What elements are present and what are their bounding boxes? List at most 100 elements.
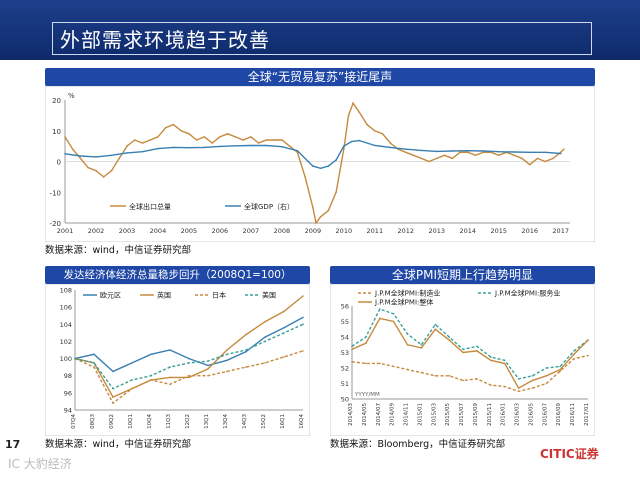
chart1-data-point [296, 149, 299, 152]
chart2-source: 数据来源：wind，中信证券研究部 [45, 439, 191, 450]
chart1-data-point [304, 176, 306, 178]
chart1-data-point [467, 151, 469, 154]
chart2-svg: 94 96 98 100 102 104 106 108 07Q4 08Q3 09Q2 10Q1 10Q… [45, 284, 310, 436]
chart3-data-point [365, 342, 367, 344]
chart3-data-point [559, 365, 561, 368]
chart1-data-point [467, 149, 469, 152]
chart1-x-tick-label: 2002 [88, 227, 105, 235]
chart1-data-point [188, 146, 190, 149]
chart2-legend-label: 英国 [157, 291, 171, 300]
chart3-data-point [545, 382, 548, 385]
chart2-data-point [245, 349, 247, 351]
chart2-data-point [131, 387, 133, 390]
chart3-data-point [448, 336, 450, 338]
chart1-data-point [343, 145, 345, 147]
chart1-data-point [327, 209, 330, 212]
chart2-data-point [207, 374, 209, 377]
chart1-data-point [536, 157, 539, 160]
chart1-x-tick-label: 2011 [367, 227, 384, 235]
chart3-data-point [573, 353, 575, 355]
chart3-data-point [573, 350, 575, 352]
chart3-data-point [351, 361, 353, 363]
chart1-data-point [521, 157, 523, 160]
chart1-data-point [497, 154, 500, 157]
chart1-data-point [273, 139, 275, 141]
chart1-data-point [180, 130, 182, 132]
chart1-data-point [64, 136, 66, 138]
chart1-data-point [157, 136, 159, 138]
chart3-data-point [531, 379, 534, 382]
chart3-x-tick-label: 2014/09 [390, 403, 396, 426]
chart1-data-point [482, 151, 485, 154]
chart3-data-point [545, 367, 548, 369]
chart3-data-point [351, 348, 353, 351]
chart3-frame [330, 284, 595, 436]
chart1-frame [45, 86, 595, 242]
chart2-data-point [245, 350, 247, 353]
chart3-x-tick-label: 2015/07 [459, 403, 465, 426]
chart1-x-tick-label: 2017 [552, 227, 569, 235]
chart1-data-point [451, 150, 454, 152]
chart1-data-point [315, 222, 317, 224]
chart1-series-line [64, 139, 561, 170]
chart1-x-tick-label: 2010 [336, 227, 353, 235]
chart3-x-tick-label: 2016/03 [515, 403, 521, 426]
chart1-data-point [513, 151, 515, 153]
chart3-data-point [462, 348, 464, 351]
chart1-data-point [219, 136, 221, 138]
chart3-source: 数据来源：Bloomberg，中信证券研究部 [330, 439, 506, 450]
chart1-y-tick-label: -20 [50, 220, 61, 228]
chart3-data-point [531, 375, 534, 377]
chart2-data-point [112, 370, 114, 373]
chart1-x-tick-label: 2012 [398, 227, 415, 235]
chart2-data-point [207, 364, 209, 367]
chart1-data-point [528, 163, 531, 166]
chart1-y-tick-label: -10 [50, 189, 61, 197]
chart3-y-tick-label: 51 [341, 380, 349, 388]
chart3-x-tick-label: 2015/03 [431, 403, 437, 426]
chart1-x-tick-label: 2007 [243, 227, 260, 235]
chart2-data-point [226, 349, 228, 351]
chart1-data-point [141, 142, 144, 144]
chart1-data-point [211, 142, 213, 144]
chart1-legend-label: 全球GDP（右） [244, 202, 294, 211]
chart3-data-point [420, 344, 423, 346]
chart1-data-point [172, 146, 175, 149]
chart1-x-tick-label: 2014 [459, 227, 476, 235]
chart2-x-tick-label: 11Q3 [166, 414, 172, 429]
chart1-x-tick-label: 2009 [305, 227, 322, 235]
chart3-data-point [462, 379, 464, 382]
chart2-data-point [283, 356, 285, 358]
chart3-data-point [420, 347, 423, 349]
chart1-data-point [95, 156, 97, 158]
chart2-x-tick-label: 07Q4 [71, 414, 77, 429]
chart2-data-point [283, 310, 285, 313]
chart3-x-tick-label: 2014/03 [348, 403, 354, 426]
chart3-data-point [587, 354, 589, 357]
chart1-data-point [71, 148, 74, 150]
chart2-y-tick-label: 102 [60, 338, 72, 346]
chart2-x-tick-label: 12Q2 [185, 414, 191, 429]
chart3-x-tick-label: 2016/11 [570, 403, 576, 426]
chart2-data-point [93, 353, 95, 356]
chart1-data-point [172, 123, 175, 126]
chart2-x-tick-label: 16Q4 [299, 414, 305, 429]
chart3-legend-label: J.P.M全球PMI:服务业 [494, 289, 560, 298]
chart1-data-point [126, 152, 128, 154]
chart2-data-point [112, 387, 114, 390]
chart2-data-point [150, 379, 152, 381]
chart1-data-point [544, 151, 546, 154]
chart1-data-point [381, 133, 384, 135]
chart3-x-tick-label: 2016/07 [542, 403, 548, 426]
chart3-data-point [503, 385, 506, 388]
chart1-data-point [343, 148, 345, 150]
chart3-y-tick-label: 53 [341, 349, 349, 357]
chart2-data-point [188, 362, 190, 364]
chart2-data-point [226, 370, 228, 373]
chart3-axis-note: YYYY/MM [354, 392, 380, 398]
chart3-data-point [490, 356, 492, 358]
chart3-x-tick-label: 2015/01 [417, 403, 423, 426]
chart2-data-point [264, 336, 266, 338]
chart2-y-tick-label: 106 [60, 304, 72, 312]
chart1-data-point [234, 136, 237, 138]
